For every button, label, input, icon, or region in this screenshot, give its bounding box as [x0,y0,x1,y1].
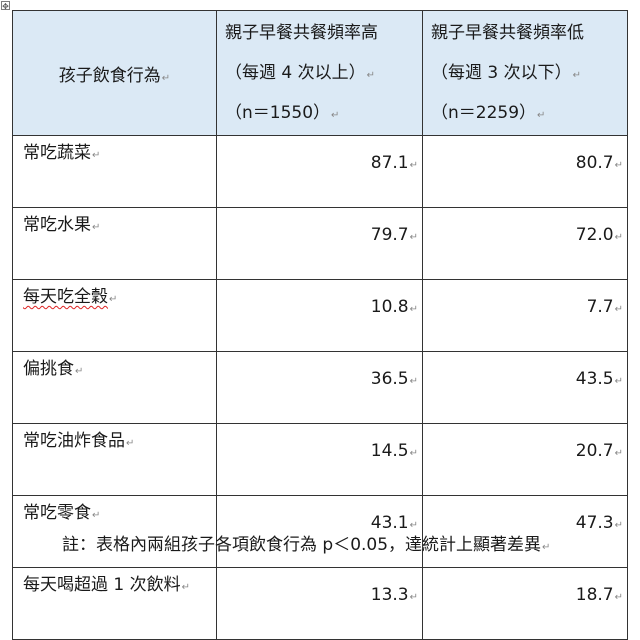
row-high-value: 43.1↵ [216,495,423,568]
row-label: 常吃蔬菜↵ [12,135,217,208]
header-low-frequency-cell: 親子早餐共餐頻率低 （每週 3 次以下）↵ （n＝2259）↵ [422,10,628,136]
row-low-value: 18.7↵ [422,567,628,640]
row-low-value: 80.7↵ [422,135,628,208]
row-low-value: 72.0↵ [422,207,628,280]
header-low-criteria: （每週 3 次以下）↵ [431,63,582,83]
row-high-value: 14.5↵ [216,423,423,496]
header-low-title: 親子早餐共餐頻率低 [431,23,584,43]
diet-behavior-table: 孩子飲食行為↵ 親子早餐共餐頻率高 （每週 4 次以上）↵ （n＝1550）↵ … [12,10,628,640]
table-row: 每天喝超過 1 次飲料↵ 13.3↵ 18.7↵ [12,567,628,640]
row-label: 常吃零食↵ [12,495,217,568]
header-high-title: 親子早餐共餐頻率高 [225,23,378,43]
header-low-sample: （n＝2259）↵ [431,103,546,123]
paragraph-mark-icon: ↵ [161,72,171,84]
row-label: 常吃水果↵ [12,207,217,280]
header-behavior-label: 孩子飲食行為 [58,65,161,86]
row-label: 每天喝超過 1 次飲料↵ [12,567,217,640]
row-label: 偏挑食↵ [12,351,217,424]
footnote: 註：表格內兩組孩子各項飲食行為 p＜0.05，達統計上顯著差異↵ [62,535,551,555]
table-row: 常吃水果↵ 79.7↵ 72.0↵ [12,207,628,280]
table-row: 常吃蔬菜↵ 87.1↵ 80.7↵ [12,135,628,208]
row-label: 每天吃全穀↵ [12,279,217,352]
table-row: 偏挑食↵ 36.5↵ 43.5↵ [12,351,628,424]
table-row: 常吃零食↵ 43.1↵ 47.3↵ [12,495,628,568]
table-row: 每天吃全穀↵ 10.8↵ 7.7↵ [12,279,628,352]
table-move-handle-icon[interactable]: ✥ [1,1,10,11]
row-low-value: 43.5↵ [422,351,628,424]
header-row: 孩子飲食行為↵ 親子早餐共餐頻率高 （每週 4 次以上）↵ （n＝1550）↵ … [12,10,628,136]
table-row: 常吃油炸食品↵ 14.5↵ 20.7↵ [12,423,628,496]
header-high-sample: （n＝1550）↵ [225,103,340,123]
row-low-value: 47.3↵ [422,495,628,568]
row-high-value: 79.7↵ [216,207,423,280]
header-high-frequency-cell: 親子早餐共餐頻率高 （每週 4 次以上）↵ （n＝1550）↵ [216,10,423,136]
row-label: 常吃油炸食品↵ [12,423,217,496]
row-high-value: 36.5↵ [216,351,423,424]
row-high-value: 10.8↵ [216,279,423,352]
row-high-value: 87.1↵ [216,135,423,208]
header-behavior-cell: 孩子飲食行為↵ [12,10,217,136]
header-high-criteria: （每週 4 次以上）↵ [225,63,376,83]
row-low-value: 20.7↵ [422,423,628,496]
row-high-value: 13.3↵ [216,567,423,640]
row-low-value: 7.7↵ [422,279,628,352]
